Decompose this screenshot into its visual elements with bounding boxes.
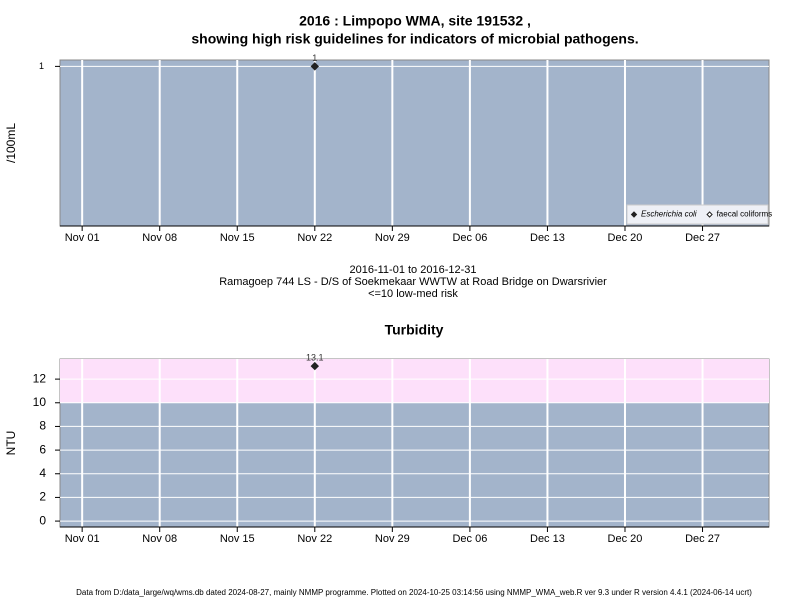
x-tick-label: Dec 06 <box>452 533 487 545</box>
plot-background <box>59 59 770 227</box>
y-tick-label: 6 <box>39 442 46 456</box>
data-label: 13.1 <box>306 352 324 362</box>
x-tick-label: Nov 08 <box>142 533 177 545</box>
legend-label: faecal coliforms <box>717 210 773 219</box>
point <box>310 62 320 71</box>
x-tick-label: Nov 08 <box>142 232 177 244</box>
subtitle: Ramagoep 744 LS - D/S of Soekmekaar WWTW… <box>219 276 607 288</box>
legend-marker <box>706 211 713 218</box>
point <box>310 361 320 371</box>
y-axis-label: /100mL <box>4 123 18 163</box>
y-axis-label: NTU <box>4 431 18 456</box>
subtitle: <=10 low-med risk <box>368 288 458 300</box>
x-tick-label: Dec 13 <box>530 232 565 244</box>
y-tick-label: 12 <box>33 371 47 385</box>
subtitle: 2016-11-01 to 2016-12-31 <box>349 264 476 276</box>
y-tick-label: 1 <box>39 61 44 71</box>
x-tick-label: Dec 20 <box>608 533 643 545</box>
x-tick-label: Nov 01 <box>65 232 100 244</box>
legend-label: Escherichia coli <box>641 210 697 219</box>
x-tick-label: Nov 15 <box>220 232 255 244</box>
legend-box <box>626 204 769 225</box>
x-tick-label: Dec 13 <box>530 533 565 545</box>
x-tick-label: Nov 22 <box>297 232 332 244</box>
x-tick-label: Dec 20 <box>608 232 643 244</box>
chart-title: Turbidity <box>385 322 444 338</box>
x-tick-label: Nov 29 <box>375 533 410 545</box>
x-tick-label: Nov 01 <box>65 533 100 545</box>
x-tick-label: Nov 22 <box>297 533 332 545</box>
x-tick-label: Nov 15 <box>220 533 255 545</box>
y-tick-label: 4 <box>39 466 46 480</box>
legend-marker <box>630 211 638 218</box>
risk-band <box>60 359 769 403</box>
x-tick-label: Nov 29 <box>375 232 410 244</box>
y-tick-label: 8 <box>39 419 46 433</box>
y-tick-label: 10 <box>33 395 47 409</box>
x-tick-label: Dec 06 <box>452 232 487 244</box>
x-tick-label: Dec 27 <box>685 533 720 545</box>
y-tick-label: 0 <box>39 513 46 527</box>
title: showing high risk guidelines for indicat… <box>191 31 638 47</box>
data-label: 1 <box>312 53 317 63</box>
footer: Data from D:/data_large/wq/wms.db dated … <box>76 588 752 597</box>
x-tick-label: Dec 27 <box>685 232 720 244</box>
y-tick-label: 2 <box>39 490 46 504</box>
title: 2016 : Limpopo WMA, site 191532 , <box>299 13 531 29</box>
